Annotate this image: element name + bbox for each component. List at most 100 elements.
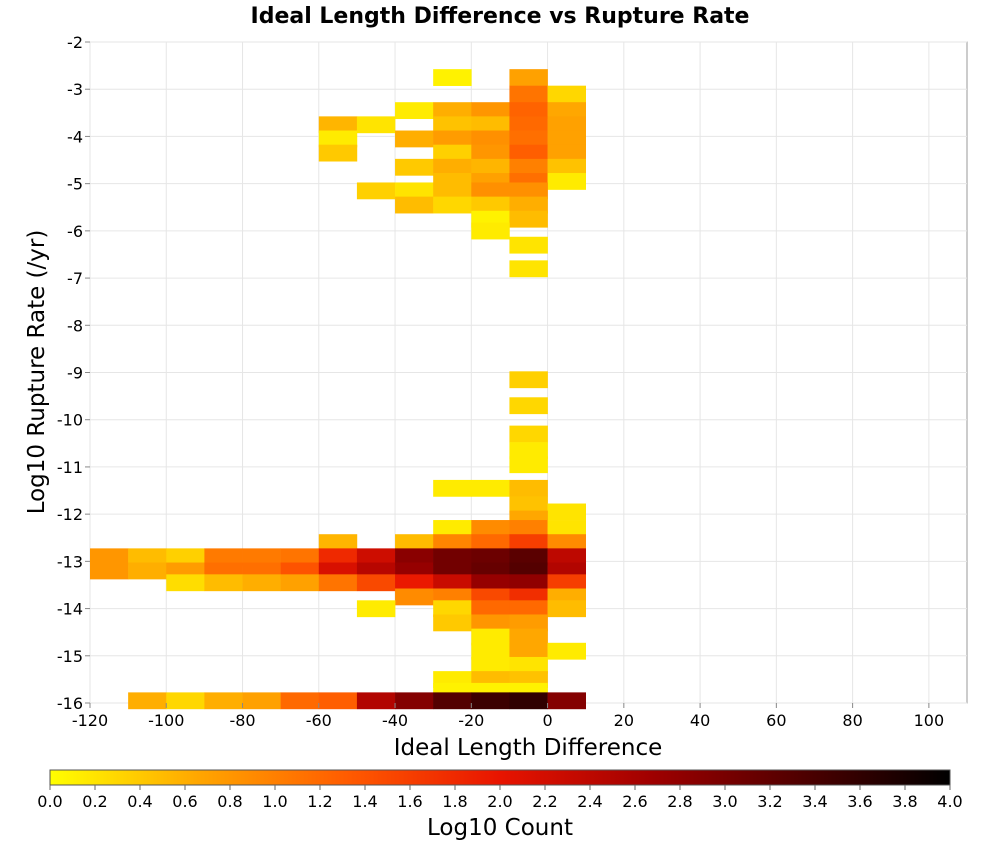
heatmap-cell bbox=[547, 158, 586, 176]
colorbar-tick-label: 2.8 bbox=[667, 792, 692, 811]
colorbar-tick-label: 2.4 bbox=[577, 792, 602, 811]
heatmap-cell bbox=[547, 173, 586, 190]
y-tick-label: -4 bbox=[67, 127, 83, 146]
heatmap-cell bbox=[433, 574, 472, 592]
heatmap-cell bbox=[395, 588, 434, 606]
y-tick-label: -11 bbox=[57, 458, 83, 477]
y-tick-label: -2 bbox=[67, 33, 83, 52]
x-tick-label: -80 bbox=[229, 711, 255, 730]
heatmap-cell bbox=[395, 196, 434, 214]
heatmap-cell bbox=[509, 158, 548, 176]
heatmap-cell bbox=[471, 692, 510, 710]
heatmap-cell bbox=[509, 260, 548, 278]
heatmap-cell bbox=[356, 574, 396, 592]
y-tick-label: -16 bbox=[57, 694, 83, 713]
colorbar-tick-label: 1.4 bbox=[352, 792, 377, 811]
x-tick-label: -60 bbox=[306, 711, 332, 730]
heatmap-cell bbox=[509, 534, 548, 552]
heatmap-cell bbox=[471, 520, 510, 537]
y-axis-ticks: -2 -3 -4 -5 -6 -7 -8 -9 -10 -11 -12 -13 -14 -15 -16 bbox=[57, 33, 90, 713]
heatmap-cell bbox=[509, 456, 548, 474]
heatmap-cell bbox=[509, 371, 548, 389]
heatmap-cell bbox=[395, 574, 434, 592]
heatmap-cell bbox=[128, 548, 167, 566]
heatmap-cell bbox=[509, 210, 548, 228]
heatmap-cell bbox=[395, 692, 434, 710]
heatmap-cell bbox=[509, 236, 548, 254]
heatmap-cell bbox=[509, 642, 548, 660]
heatmap-cell bbox=[433, 196, 472, 214]
colorbar-tick-label: 1.0 bbox=[262, 792, 287, 811]
colorbar-tick-label: 3.6 bbox=[847, 792, 872, 811]
y-tick-label: -15 bbox=[57, 647, 83, 666]
heatmap-cell bbox=[128, 692, 167, 710]
colorbar-tick-label: 4.0 bbox=[937, 792, 962, 811]
heatmap-cell bbox=[90, 548, 129, 566]
heatmap-cell bbox=[509, 628, 548, 646]
colorbar-tick-label: 2.6 bbox=[622, 792, 647, 811]
heatmap-cell bbox=[509, 574, 548, 592]
y-tick-label: -8 bbox=[67, 316, 83, 335]
heatmap-cell bbox=[471, 574, 510, 592]
heatmap-cell bbox=[433, 69, 472, 86]
heatmap-cell bbox=[471, 196, 510, 214]
y-tick-label: -7 bbox=[67, 269, 83, 288]
heatmap-cell bbox=[318, 548, 358, 566]
heatmap-cell bbox=[395, 182, 434, 200]
heatmap-cell bbox=[509, 692, 548, 710]
heatmap-cell bbox=[509, 182, 548, 200]
heatmap-cell bbox=[318, 130, 358, 148]
heatmap-cell bbox=[547, 116, 586, 134]
x-tick-label: 40 bbox=[690, 711, 710, 730]
heatmap-cell bbox=[204, 548, 243, 566]
heatmap-cell bbox=[509, 496, 548, 514]
heatmap-cell bbox=[509, 479, 548, 497]
heatmap-cell bbox=[471, 642, 510, 660]
heatmap-cell bbox=[547, 520, 586, 537]
heatmap-cell bbox=[395, 130, 434, 148]
y-axis-title: Log10 Rupture Rate (/yr) bbox=[24, 230, 50, 515]
heatmap-cell bbox=[471, 534, 510, 552]
heatmap-cell bbox=[433, 692, 472, 710]
heatmap-cell bbox=[318, 534, 358, 552]
heatmap-cell bbox=[471, 600, 510, 618]
heatmap-cell bbox=[433, 182, 472, 200]
heatmap-cell bbox=[547, 548, 586, 566]
heatmap-cell bbox=[433, 158, 472, 176]
heatmap-cell bbox=[509, 520, 548, 537]
heatmap-cell bbox=[471, 656, 510, 674]
heatmap-cell bbox=[433, 600, 472, 618]
colorbar-title: Log10 Count bbox=[427, 815, 573, 841]
heatmap-cell bbox=[204, 574, 243, 592]
heatmap-cell bbox=[242, 548, 281, 566]
heatmap-cell bbox=[471, 130, 510, 148]
heatmap-cell bbox=[547, 692, 586, 710]
heatmap-cell bbox=[356, 116, 396, 134]
heatmap-cell bbox=[356, 182, 396, 200]
y-tick-label: -14 bbox=[57, 600, 83, 619]
heatmap-cell bbox=[471, 628, 510, 646]
x-axis-ticks: -120 -100 -80 -60 -40 -20 0 20 40 60 80 100 bbox=[72, 703, 944, 730]
heatmap-cell bbox=[471, 182, 510, 200]
heatmap-cell bbox=[471, 479, 510, 497]
x-tick-label: -40 bbox=[382, 711, 408, 730]
heatmap-cell bbox=[433, 534, 472, 552]
heatmap-cell bbox=[356, 600, 396, 618]
heatmap-cell bbox=[547, 85, 586, 103]
x-axis-title: Ideal Length Difference bbox=[394, 735, 663, 761]
colorbar-tick-label: 2.2 bbox=[532, 792, 557, 811]
heatmap-cell bbox=[90, 562, 129, 580]
heatmap-cell bbox=[547, 574, 586, 592]
heatmap-cell bbox=[242, 692, 281, 710]
heatmap-cell bbox=[509, 69, 548, 86]
heatmap-cell bbox=[395, 548, 434, 566]
heatmap-cell bbox=[395, 102, 434, 120]
heatmap-cell bbox=[509, 196, 548, 214]
colorbar bbox=[49, 769, 951, 786]
heatmap-cell bbox=[318, 116, 358, 134]
heatmap-cell bbox=[166, 548, 205, 566]
x-tick-label: -120 bbox=[72, 711, 108, 730]
y-tick-label: -6 bbox=[67, 222, 83, 241]
